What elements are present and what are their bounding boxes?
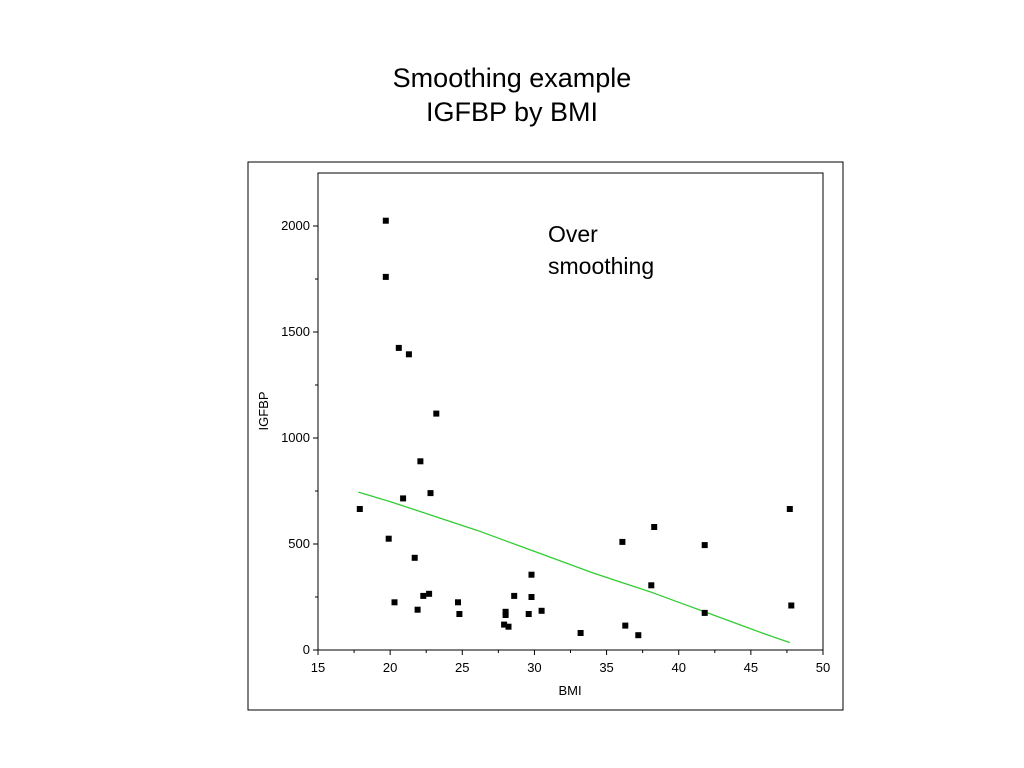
data-point bbox=[528, 571, 535, 578]
axis-ticks bbox=[313, 225, 824, 655]
data-point bbox=[426, 590, 433, 597]
data-point bbox=[788, 602, 795, 609]
data-point bbox=[577, 630, 584, 636]
data-point bbox=[400, 495, 407, 502]
y-tick-label: 1000 bbox=[281, 430, 310, 445]
data-point bbox=[382, 217, 389, 224]
data-point bbox=[502, 608, 509, 615]
data-point bbox=[456, 611, 463, 617]
x-tick-label: 25 bbox=[455, 660, 469, 675]
data-point bbox=[391, 599, 398, 606]
y-tick-label: 500 bbox=[288, 536, 310, 551]
smoothing-line bbox=[358, 491, 791, 644]
x-axis-label: BMI bbox=[558, 683, 581, 698]
chart-title-line-2: IGFBP by BMI bbox=[425, 97, 599, 127]
x-tick-label: 35 bbox=[599, 660, 613, 675]
data-point bbox=[505, 623, 512, 630]
data-point bbox=[405, 351, 412, 358]
data-point bbox=[411, 554, 418, 561]
x-tick-label: 20 bbox=[383, 660, 397, 675]
annotation-line-1: Over bbox=[548, 221, 598, 247]
x-tick-label: 30 bbox=[527, 660, 541, 675]
data-point bbox=[622, 622, 629, 629]
y-tick-label: 1500 bbox=[281, 324, 310, 339]
data-point bbox=[525, 611, 532, 617]
data-point bbox=[786, 506, 793, 512]
y-tick-label: 0 bbox=[303, 642, 310, 657]
data-point bbox=[701, 542, 708, 549]
data-point bbox=[511, 592, 518, 599]
annotation-text: Over smoothing bbox=[548, 221, 654, 279]
outer-frame bbox=[247, 161, 844, 711]
x-tick-label: 15 bbox=[311, 660, 325, 675]
data-point bbox=[635, 632, 642, 639]
data-point bbox=[701, 609, 708, 616]
data-point bbox=[395, 344, 402, 351]
y-tick-label: 2000 bbox=[281, 218, 310, 233]
data-point bbox=[420, 592, 427, 599]
data-point bbox=[385, 535, 392, 542]
data-point bbox=[382, 273, 389, 280]
chart-title-line-1: Smoothing example bbox=[392, 63, 632, 93]
x-tick-label: 45 bbox=[744, 660, 758, 675]
data-point bbox=[417, 458, 424, 465]
data-point bbox=[648, 582, 655, 589]
y-axis-label: IGFBP bbox=[256, 391, 271, 430]
data-point bbox=[619, 538, 626, 545]
data-point bbox=[528, 594, 535, 600]
smoothing-line-group bbox=[358, 491, 791, 644]
data-point bbox=[501, 621, 508, 628]
data-point bbox=[502, 612, 509, 618]
data-point bbox=[427, 490, 434, 497]
scatter-points-group bbox=[356, 217, 795, 639]
data-point bbox=[414, 606, 421, 613]
annotation-line-2: smoothing bbox=[548, 253, 654, 279]
data-point bbox=[356, 506, 363, 512]
data-point bbox=[433, 410, 440, 417]
data-point bbox=[651, 524, 658, 530]
x-tick-label: 40 bbox=[671, 660, 685, 675]
data-point bbox=[538, 607, 545, 614]
x-tick-label: 50 bbox=[816, 660, 830, 675]
data-point bbox=[455, 599, 461, 606]
